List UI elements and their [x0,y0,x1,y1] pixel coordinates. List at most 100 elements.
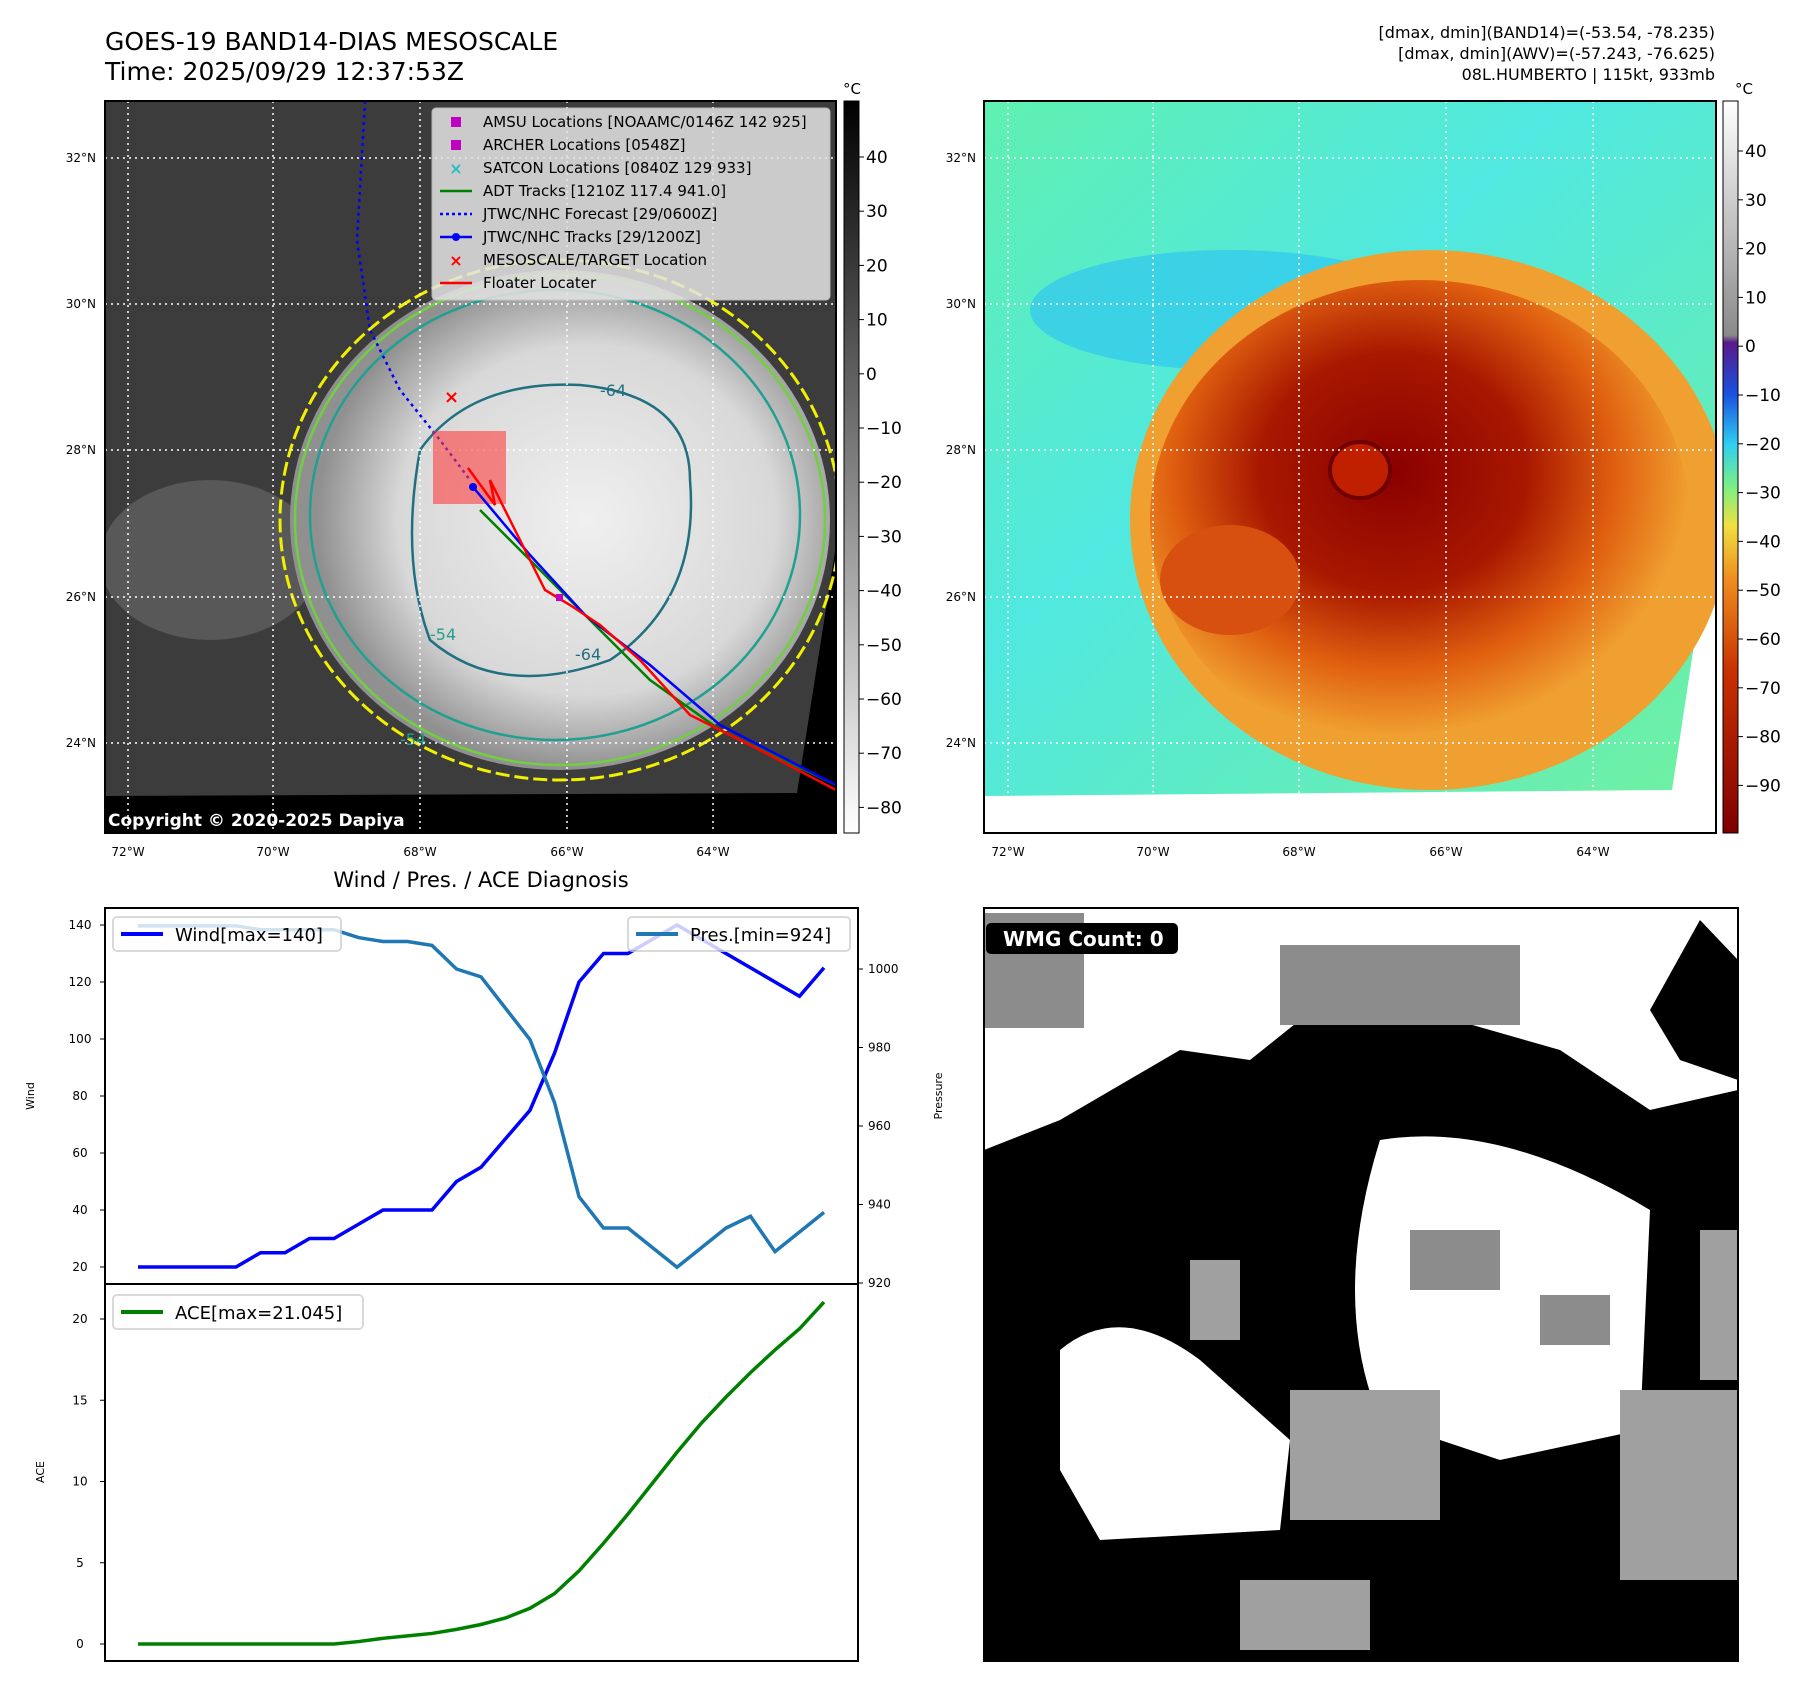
colorbar-tick-label: −20 [1745,435,1781,455]
lat-label: 24°N [66,736,96,750]
legend-item: AMSU Locations [NOAAMC/0146Z 142 925] [451,113,807,131]
colorbar-tick-label: 10 [866,311,888,331]
wind-tick-label: 20 [72,1260,87,1274]
lat-label: 30°N [66,297,96,311]
archer-marker [556,594,563,601]
lon-label: 72°W [111,845,144,859]
lat-label: 32°N [946,151,976,165]
wind-tick-label: 60 [72,1146,87,1160]
figure-time: Time: 2025/09/29 12:37:53Z [104,57,464,86]
lat-label: 32°N [66,151,96,165]
lon-label: 64°W [696,845,729,859]
floater-locater-track [466,467,836,792]
map2-grid [984,101,1716,833]
wind-tick-label: 80 [72,1089,87,1103]
colorbar-tick-label: 20 [1745,240,1767,260]
wind-axis-label: Wind [24,1082,37,1110]
lon-label: 72°W [991,845,1024,859]
colorbar-tick-label: 0 [1745,337,1756,357]
floater-box [433,431,506,504]
lat-label: 24°N [946,736,976,750]
colorbar-tick-label: −30 [1745,484,1781,504]
pressure-legend: Pres.[min=924] [627,916,851,952]
colorbar-tick-label: −70 [866,744,902,764]
wind-tick-label: 140 [69,918,92,932]
colorbar-tick-label: −30 [866,527,902,547]
lat-label: 26°N [946,590,976,604]
lon-label: 66°W [1429,845,1462,859]
lon-label: 66°W [550,845,583,859]
ace-legend: ACE[max=21.045] [112,1294,364,1330]
colorbar-tick-label: −40 [1745,532,1781,552]
lat-label: 28°N [946,443,976,457]
wmg-panel: WMG Count: 0 [984,908,1738,1661]
legend-label: ARCHER Locations [0548Z] [483,136,686,154]
legend-item: × MESOSCALE/TARGET Location [449,251,707,270]
legend-item: ARCHER Locations [0548Z] [451,136,686,154]
legend-item: JTWC/NHC Forecast [29/0600Z] [440,205,717,223]
legend-label: AMSU Locations [NOAAMC/0146Z 142 925] [483,113,807,131]
colorbar-tick-label: −90 [1745,776,1781,796]
colorbar-tick-label: −80 [1745,728,1781,748]
legend-label: JTWC/NHC Tracks [29/1200Z] [482,228,701,246]
colorbar-tick-label: 30 [1745,191,1767,211]
contour-label: -64 [575,645,601,664]
awv-map-panel [984,101,1716,833]
lon-label: 70°W [1136,845,1169,859]
info-storm: 08L.HUMBERTO | 115kt, 933mb [1462,65,1715,84]
ace-series-line [138,1300,826,1646]
ace-tick-label: 0 [76,1637,84,1651]
diagnosis-title: Wind / Pres. / ACE Diagnosis [333,868,628,892]
wind-tick-label: 100 [69,1032,92,1046]
copyright: Copyright © 2020-2025 Dapiya [108,811,405,831]
pressure-tick-label: 980 [868,1041,891,1055]
wind-tick-label: 120 [69,975,92,989]
contour-label: -54 [430,625,456,644]
pressure-tick-label: 940 [868,1198,891,1212]
colorbar-tick-label: −20 [866,473,902,493]
colorbar-tick-label: 40 [1745,142,1767,162]
colorbar-tick-label: −10 [866,419,902,439]
ace-tick-label: 20 [72,1312,87,1326]
lat-label: 28°N [66,443,96,457]
lon-label: 64°W [1576,845,1609,859]
dot-marker-icon [452,233,460,241]
colorbar-ir [843,100,860,834]
colorbar-tick-label: 10 [1745,288,1767,308]
colorbar-tick-label: −60 [1745,630,1781,650]
pressure-legend-label: Pres.[min=924] [690,925,831,946]
square-marker-icon [451,117,461,127]
wind-legend-label: Wind[max=140] [175,925,323,946]
pressure-tick-label: 1000 [868,962,899,976]
colorbar-ir-unit: °C [843,80,861,98]
square-marker-icon [451,140,461,150]
lon-label: 70°W [256,845,289,859]
lon-label: 68°W [1282,845,1315,859]
ace-tick-label: 15 [72,1393,87,1407]
colorbar-tick-label: −10 [1745,386,1781,406]
legend-item: ADT Tracks [1210Z 117.4 941.0] [440,182,726,200]
colorbar-tick-label: −70 [1745,679,1781,699]
info-awv: [dmax, dmin](AWV)=(-57.243, -76.625) [1398,44,1715,63]
colorbar-awv [1722,100,1739,834]
colorbar-awv-unit: °C [1735,80,1753,98]
colorbar-tick-label: −80 [866,798,902,818]
legend-label: MESOSCALE/TARGET Location [483,251,707,269]
colorbar-tick-label: 20 [866,256,888,276]
legend-label: JTWC/NHC Forecast [29/0600Z] [482,205,717,223]
jtwc-point [469,483,477,491]
ace-legend-label: ACE[max=21.045] [175,1303,342,1324]
pressure-tick-label: 960 [868,1119,891,1133]
colorbar-tick-label: 30 [866,202,888,222]
legend-label: ADT Tracks [1210Z 117.4 941.0] [483,182,726,200]
colorbar-tick-label: −60 [866,690,902,710]
target-marker: × [444,387,459,408]
wind-legend: Wind[max=140] [112,916,342,952]
x-marker-icon: × [449,159,462,178]
legend-item: × SATCON Locations [0840Z 129 933] [449,159,751,178]
wmg-count: WMG Count: 0 [1003,927,1164,951]
colorbar-tick-label: −50 [1745,581,1781,601]
colorbar-tick-label: 0 [866,365,877,385]
legend-item: Floater Locater [440,274,597,292]
